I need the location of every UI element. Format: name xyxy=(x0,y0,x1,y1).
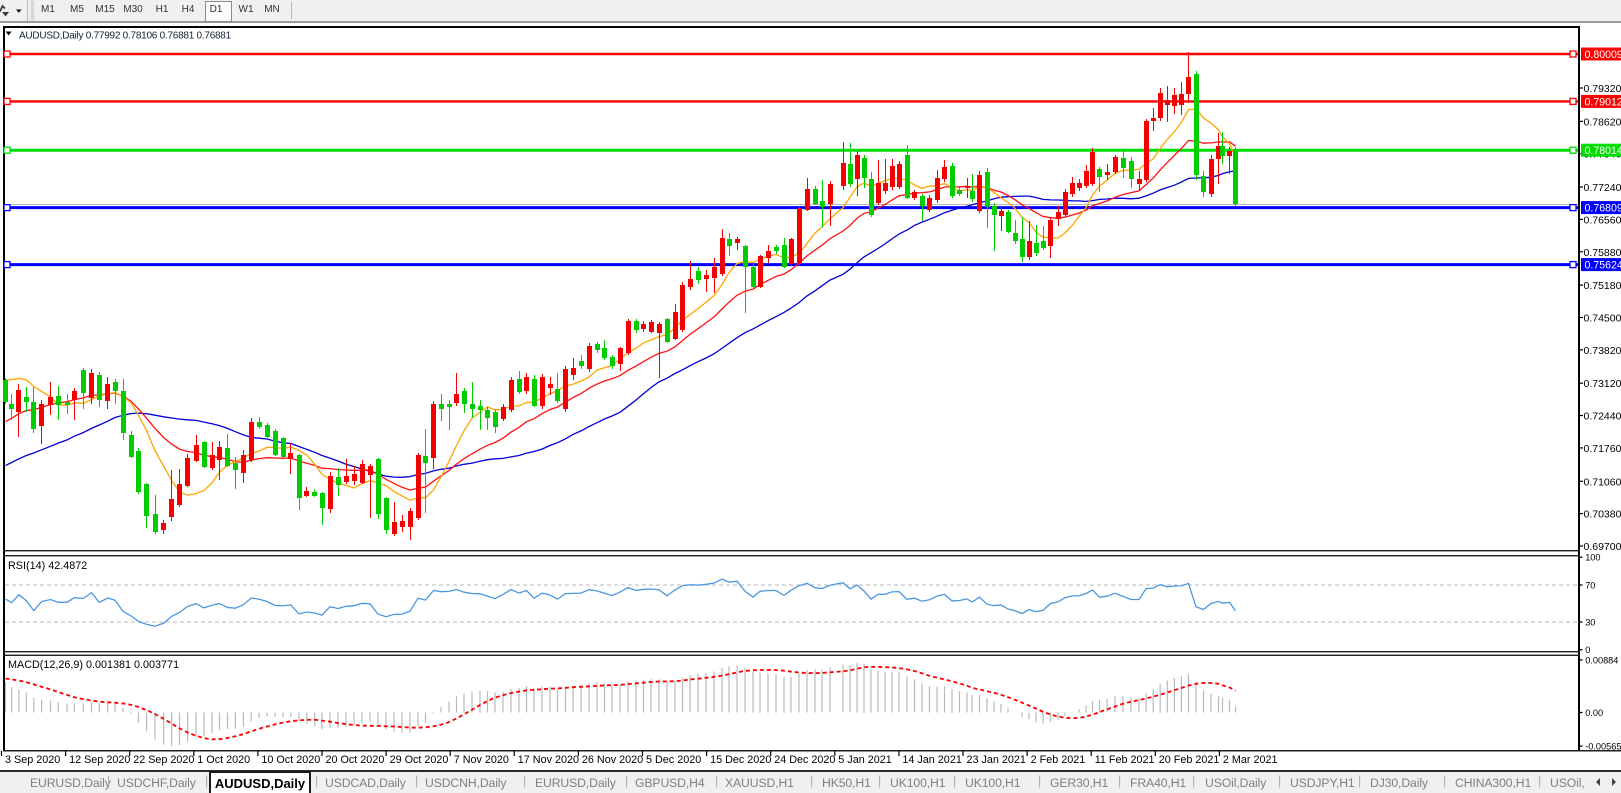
svg-text:0.75624: 0.75624 xyxy=(1585,260,1621,272)
svg-text:0: 0 xyxy=(1585,645,1590,655)
svg-text:RSI(14) 42.4872: RSI(14) 42.4872 xyxy=(8,560,87,572)
svg-text:0.78014: 0.78014 xyxy=(1585,145,1621,157)
svg-text:0.74500: 0.74500 xyxy=(1584,312,1621,324)
svg-text:10 Oct 2020: 10 Oct 2020 xyxy=(261,754,320,766)
svg-text:23 Jan 2021: 23 Jan 2021 xyxy=(967,754,1026,766)
svg-text:0.75880: 0.75880 xyxy=(1584,247,1621,259)
svg-text:0.77240: 0.77240 xyxy=(1584,182,1621,194)
svg-text:26 Nov 2020: 26 Nov 2020 xyxy=(582,754,643,766)
svg-text:2 Mar 2021: 2 Mar 2021 xyxy=(1223,754,1278,766)
svg-text:0.73120: 0.73120 xyxy=(1584,378,1621,390)
svg-text:11 Feb 2021: 11 Feb 2021 xyxy=(1095,754,1155,766)
svg-text:5 Dec 2020: 5 Dec 2020 xyxy=(646,754,701,766)
svg-text:0.73820: 0.73820 xyxy=(1584,345,1621,357)
svg-text:22 Sep 2020: 22 Sep 2020 xyxy=(133,754,194,766)
svg-text:14 Jan 2021: 14 Jan 2021 xyxy=(902,754,961,766)
svg-text:0.71760: 0.71760 xyxy=(1584,443,1621,455)
svg-text:0.70380: 0.70380 xyxy=(1584,509,1621,521)
svg-text:0.79012: 0.79012 xyxy=(1585,96,1621,108)
svg-text:0.76560: 0.76560 xyxy=(1584,214,1621,226)
svg-text:30: 30 xyxy=(1585,617,1595,627)
svg-text:AUDUSD,Daily 0.77992 0.78106: AUDUSD,Daily 0.77992 0.78106 0.76881 0.7… xyxy=(19,31,232,42)
svg-text:0.69700: 0.69700 xyxy=(1584,541,1621,553)
svg-text:70: 70 xyxy=(1585,580,1595,590)
svg-text:MACD(12,26,9) 0.001381 0.00377: MACD(12,26,9) 0.001381 0.003771 xyxy=(8,659,179,671)
svg-text:1 Oct 2020: 1 Oct 2020 xyxy=(197,754,250,766)
svg-text:24 Dec 2020: 24 Dec 2020 xyxy=(774,754,835,766)
svg-text:0.71060: 0.71060 xyxy=(1584,476,1621,488)
svg-text:7 Nov 2020: 7 Nov 2020 xyxy=(454,754,509,766)
svg-text:0.76809: 0.76809 xyxy=(1585,203,1621,215)
svg-text:0.75180: 0.75180 xyxy=(1584,280,1621,292)
svg-text:17 Nov 2020: 17 Nov 2020 xyxy=(518,754,579,766)
svg-text:20 Oct 2020: 20 Oct 2020 xyxy=(326,754,385,766)
svg-text:20 Feb 2021: 20 Feb 2021 xyxy=(1159,754,1220,766)
svg-text:100: 100 xyxy=(1585,553,1600,563)
svg-text:5 Jan 2021: 5 Jan 2021 xyxy=(838,754,891,766)
svg-text:29 Oct 2020: 29 Oct 2020 xyxy=(390,754,449,766)
svg-text:12 Sep 2020: 12 Sep 2020 xyxy=(69,754,130,766)
svg-text:0.00: 0.00 xyxy=(1585,708,1603,718)
svg-text:15 Dec 2020: 15 Dec 2020 xyxy=(710,754,771,766)
svg-text:0.78620: 0.78620 xyxy=(1584,116,1621,128)
svg-text:0.00884: 0.00884 xyxy=(1585,655,1618,665)
svg-text:0.79320: 0.79320 xyxy=(1584,83,1621,95)
svg-text:3 Sep 2020: 3 Sep 2020 xyxy=(5,754,60,766)
svg-text:-0.00565: -0.00565 xyxy=(1585,742,1621,752)
svg-text:0.72440: 0.72440 xyxy=(1584,411,1621,423)
svg-text:2 Feb 2021: 2 Feb 2021 xyxy=(1031,754,1086,766)
svg-text:0.80009: 0.80009 xyxy=(1585,49,1621,61)
